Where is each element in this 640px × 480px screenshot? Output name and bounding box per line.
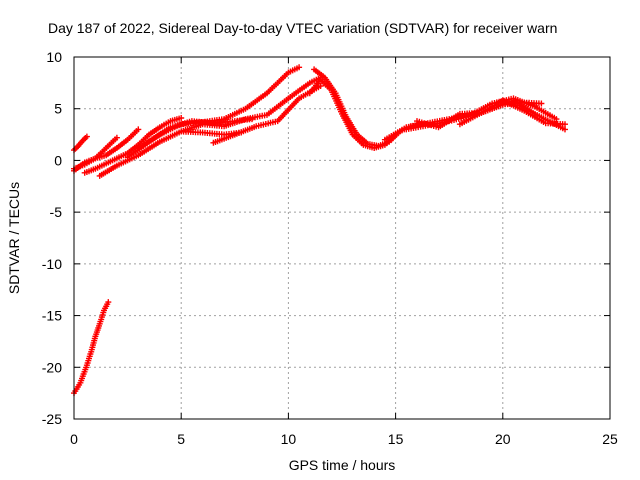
y-tick-label: 10 bbox=[46, 49, 62, 65]
series-arc-e bbox=[96, 128, 245, 179]
chart-title: Day 187 of 2022, Sidereal Day-to-day VTE… bbox=[48, 20, 557, 36]
data-point bbox=[553, 116, 560, 123]
y-tick-label: 0 bbox=[54, 152, 62, 168]
y-tick-label: -20 bbox=[42, 359, 62, 375]
y-tick-label: 5 bbox=[54, 101, 62, 117]
series-arc-g bbox=[135, 64, 303, 151]
y-tick-label: -15 bbox=[42, 308, 62, 324]
series-arc-h bbox=[178, 74, 324, 135]
x-axis-label: GPS time / hours bbox=[289, 457, 396, 473]
data-point bbox=[135, 126, 142, 133]
x-tick-labels: 0 5 10 15 20 25 bbox=[70, 431, 618, 447]
y-tick-label: -10 bbox=[42, 256, 62, 272]
data-point bbox=[113, 134, 120, 141]
series-arc-c bbox=[71, 126, 142, 174]
series-arc-steep bbox=[71, 299, 112, 397]
series-arc-d bbox=[81, 115, 185, 176]
data-point bbox=[178, 115, 185, 121]
data-series-layer bbox=[71, 64, 568, 397]
axis-ticks bbox=[73, 56, 611, 420]
x-tick-label: 15 bbox=[388, 431, 404, 447]
data-point bbox=[562, 126, 568, 133]
series-arc-m bbox=[403, 97, 568, 133]
data-point bbox=[83, 133, 90, 140]
x-tick-label: 20 bbox=[495, 431, 511, 447]
y-axis-label: SDTVAR / TECUs bbox=[6, 182, 22, 294]
x-tick-label: 5 bbox=[177, 431, 185, 447]
x-tick-label: 0 bbox=[70, 431, 78, 447]
series-arc-o bbox=[456, 99, 545, 128]
data-point bbox=[562, 121, 568, 128]
plot-frame bbox=[73, 56, 611, 420]
y-tick-label: -25 bbox=[42, 411, 62, 427]
y-tick-labels: -25 -20 -15 -10 -5 0 5 10 bbox=[42, 49, 62, 427]
data-point bbox=[105, 299, 112, 306]
series-arc-a bbox=[71, 133, 90, 154]
series-line bbox=[313, 68, 422, 147]
x-tick-label: 10 bbox=[281, 431, 297, 447]
series-arc-j bbox=[311, 66, 425, 149]
data-point bbox=[538, 100, 545, 107]
data-point bbox=[296, 64, 303, 71]
y-tick-label: -5 bbox=[50, 204, 63, 220]
series-arc-k bbox=[306, 76, 399, 151]
series-line bbox=[309, 79, 397, 149]
x-tick-label: 25 bbox=[602, 431, 618, 447]
